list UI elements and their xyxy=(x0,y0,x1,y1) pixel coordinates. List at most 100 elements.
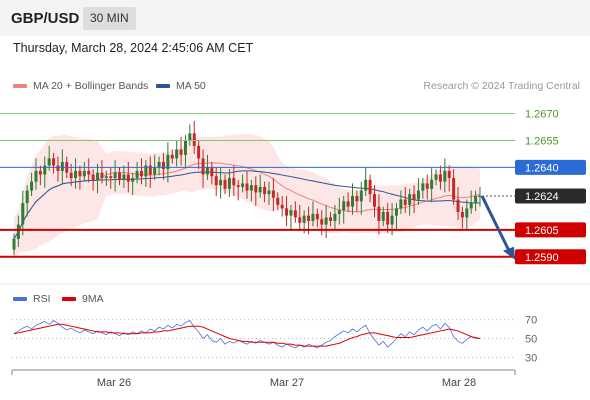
candle-body xyxy=(394,208,398,216)
candle-body xyxy=(412,194,416,200)
candle-body xyxy=(416,190,420,200)
candles xyxy=(12,120,482,255)
candle-body xyxy=(421,183,425,191)
candle-body xyxy=(452,178,456,200)
candle-body xyxy=(56,165,60,171)
candle-body xyxy=(342,201,346,211)
candle-body xyxy=(21,203,25,225)
chart-datetime: Thursday, March 28, 2024 2:45:06 AM CET xyxy=(13,41,254,55)
level-label-support: 1.2605 xyxy=(525,225,559,237)
candle-body xyxy=(126,174,130,182)
rsi-tick-label: 30 xyxy=(525,352,537,364)
candle-body xyxy=(351,195,355,207)
candle-body xyxy=(377,206,381,221)
level-badge-current xyxy=(515,188,586,204)
level-badge-pivot xyxy=(515,159,586,175)
candle-body xyxy=(311,213,315,221)
candle-body xyxy=(236,185,240,187)
legend-9ma-label: 9MA xyxy=(82,293,104,305)
candle-body xyxy=(245,183,249,191)
candle-body xyxy=(69,172,73,179)
candle-body xyxy=(447,170,451,179)
candle-body xyxy=(135,170,139,179)
candle-body xyxy=(443,170,447,182)
level-label-current: 1.2624 xyxy=(525,191,559,203)
candle-body xyxy=(364,179,368,191)
candle-body xyxy=(179,149,183,155)
candle-body xyxy=(16,224,20,239)
credit-text: Research © 2024 Trading Central xyxy=(423,80,580,92)
candle-body xyxy=(381,212,385,221)
candle-body xyxy=(355,195,359,202)
candle-body xyxy=(170,154,174,159)
candle-body xyxy=(333,213,337,221)
timeframe-badge[interactable]: 30 MIN xyxy=(83,7,136,30)
candle-body xyxy=(293,210,297,218)
candle-body xyxy=(109,176,113,179)
candle-body xyxy=(12,238,16,250)
candle-body xyxy=(148,165,152,175)
candle-body xyxy=(258,187,262,193)
candle-body xyxy=(249,185,253,191)
candle-body xyxy=(315,213,319,220)
legend-ma50: MA 50 xyxy=(156,80,206,92)
candle-body xyxy=(161,161,165,170)
candle-body xyxy=(403,199,407,205)
candle-body xyxy=(408,194,412,205)
legend-ma50-label: MA 50 xyxy=(176,80,206,92)
candle-body xyxy=(280,204,284,209)
candle-body xyxy=(113,172,117,179)
chart-header: GBP/USD 30 MIN xyxy=(0,0,590,36)
candle-body xyxy=(153,167,157,175)
candle-body xyxy=(87,170,91,175)
candle-body xyxy=(192,133,196,146)
candle-body xyxy=(307,215,311,221)
rsi-ma9-line xyxy=(13,323,481,347)
candle-body xyxy=(52,158,56,166)
candle-body xyxy=(434,174,438,180)
candle-body xyxy=(201,158,205,175)
candle-body xyxy=(214,176,218,186)
candle-body xyxy=(271,190,275,198)
candle-body xyxy=(183,140,187,155)
currency-pair: GBP/USD xyxy=(11,10,80,27)
candle-body xyxy=(430,179,434,189)
legend-rsi-label: RSI xyxy=(33,293,51,305)
candle-body xyxy=(289,210,293,216)
candle-body xyxy=(166,154,170,170)
legend-ma20-label: MA 20 + Bollinger Bands xyxy=(33,80,149,92)
candle-body xyxy=(223,179,227,189)
candle-body xyxy=(456,199,460,213)
rsi-swatch xyxy=(13,297,27,301)
candle-body xyxy=(197,145,201,159)
ma20-swatch xyxy=(13,84,27,88)
candle-body xyxy=(241,183,245,187)
candle-body xyxy=(254,185,258,193)
candle-body xyxy=(368,179,372,195)
candle-body xyxy=(157,161,161,168)
x-tick-label: Mar 28 xyxy=(442,377,476,389)
candle-body xyxy=(30,181,34,191)
candle-body xyxy=(139,170,143,177)
level-label-support: 1.2590 xyxy=(525,252,559,264)
candle-body xyxy=(118,172,122,180)
candle-body xyxy=(302,215,306,223)
legend-rsi: RSI xyxy=(13,293,51,305)
rsi-tick-label: 70 xyxy=(525,315,537,327)
rsi-line xyxy=(13,320,480,349)
candle-body xyxy=(47,158,51,166)
candle-body xyxy=(78,170,82,177)
candle-body xyxy=(210,167,214,177)
candle-body xyxy=(460,212,464,218)
candle-body xyxy=(438,174,442,182)
candle-body xyxy=(390,215,394,225)
candle-body xyxy=(25,190,29,204)
candle-body xyxy=(60,161,64,171)
candle-body xyxy=(469,203,473,209)
candle-body xyxy=(337,210,341,214)
x-tick-label: Mar 26 xyxy=(97,377,131,389)
legend-9ma: 9MA xyxy=(62,293,104,305)
candle-body xyxy=(175,149,179,159)
candle-body xyxy=(144,165,148,177)
candle-body xyxy=(100,172,104,179)
